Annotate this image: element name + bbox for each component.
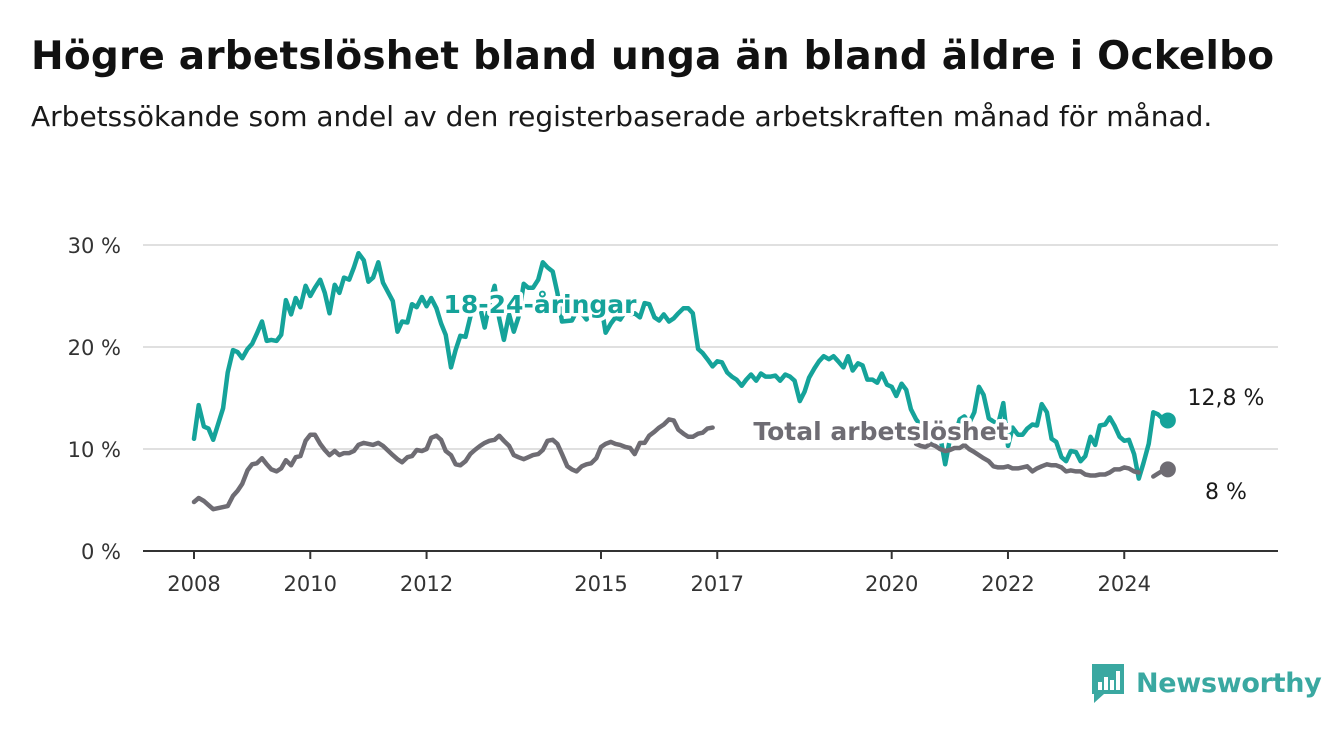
series-name-label: Total arbetslöshet: [753, 417, 1008, 446]
bar-chart-icon: [1092, 664, 1124, 703]
series-labels: 18-24-åringar 12,8 % Total arbetslöshet 8 %: [440, 287, 1267, 508]
x-tick-label: 2008: [167, 572, 220, 596]
y-axis: 0 % 10 % 20 % 30 %: [68, 234, 121, 564]
series-end-point-0: [1159, 412, 1176, 429]
newsworthy-logo: Newsworthy: [1090, 662, 1322, 704]
series-line-0: [191, 250, 1171, 481]
x-tick-label: 2015: [574, 572, 627, 596]
x-tick-label: 2017: [691, 572, 744, 596]
y-tick-label: 30 %: [68, 234, 121, 258]
series-name-label: 18-24-åringar: [444, 290, 638, 319]
x-tick-label: 2012: [400, 572, 453, 596]
x-tick-label: 2022: [981, 572, 1034, 596]
y-tick-label: 0 %: [81, 540, 121, 564]
chart-subtitle: Arbetssökande som andel av den registerb…: [31, 100, 1213, 133]
x-tick-label: 2010: [284, 572, 337, 596]
x-tick-label: 2024: [1098, 572, 1151, 596]
chart-title: Högre arbetslöshet bland unga än bland ä…: [31, 34, 1275, 79]
series-end-value-label: 8 %: [1205, 480, 1247, 505]
y-tick-label: 10 %: [68, 438, 121, 462]
brand-name: Newsworthy: [1136, 667, 1322, 699]
x-axis: 2008 2010 2012 2015 2017 2020 2022 2024: [167, 551, 1151, 596]
series-end-point-1: [1159, 461, 1176, 478]
y-tick-label: 20 %: [68, 336, 121, 360]
series-end-value-label: 12,8 %: [1188, 386, 1265, 411]
x-tick-label: 2020: [865, 572, 918, 596]
series-lines: [191, 250, 1176, 512]
